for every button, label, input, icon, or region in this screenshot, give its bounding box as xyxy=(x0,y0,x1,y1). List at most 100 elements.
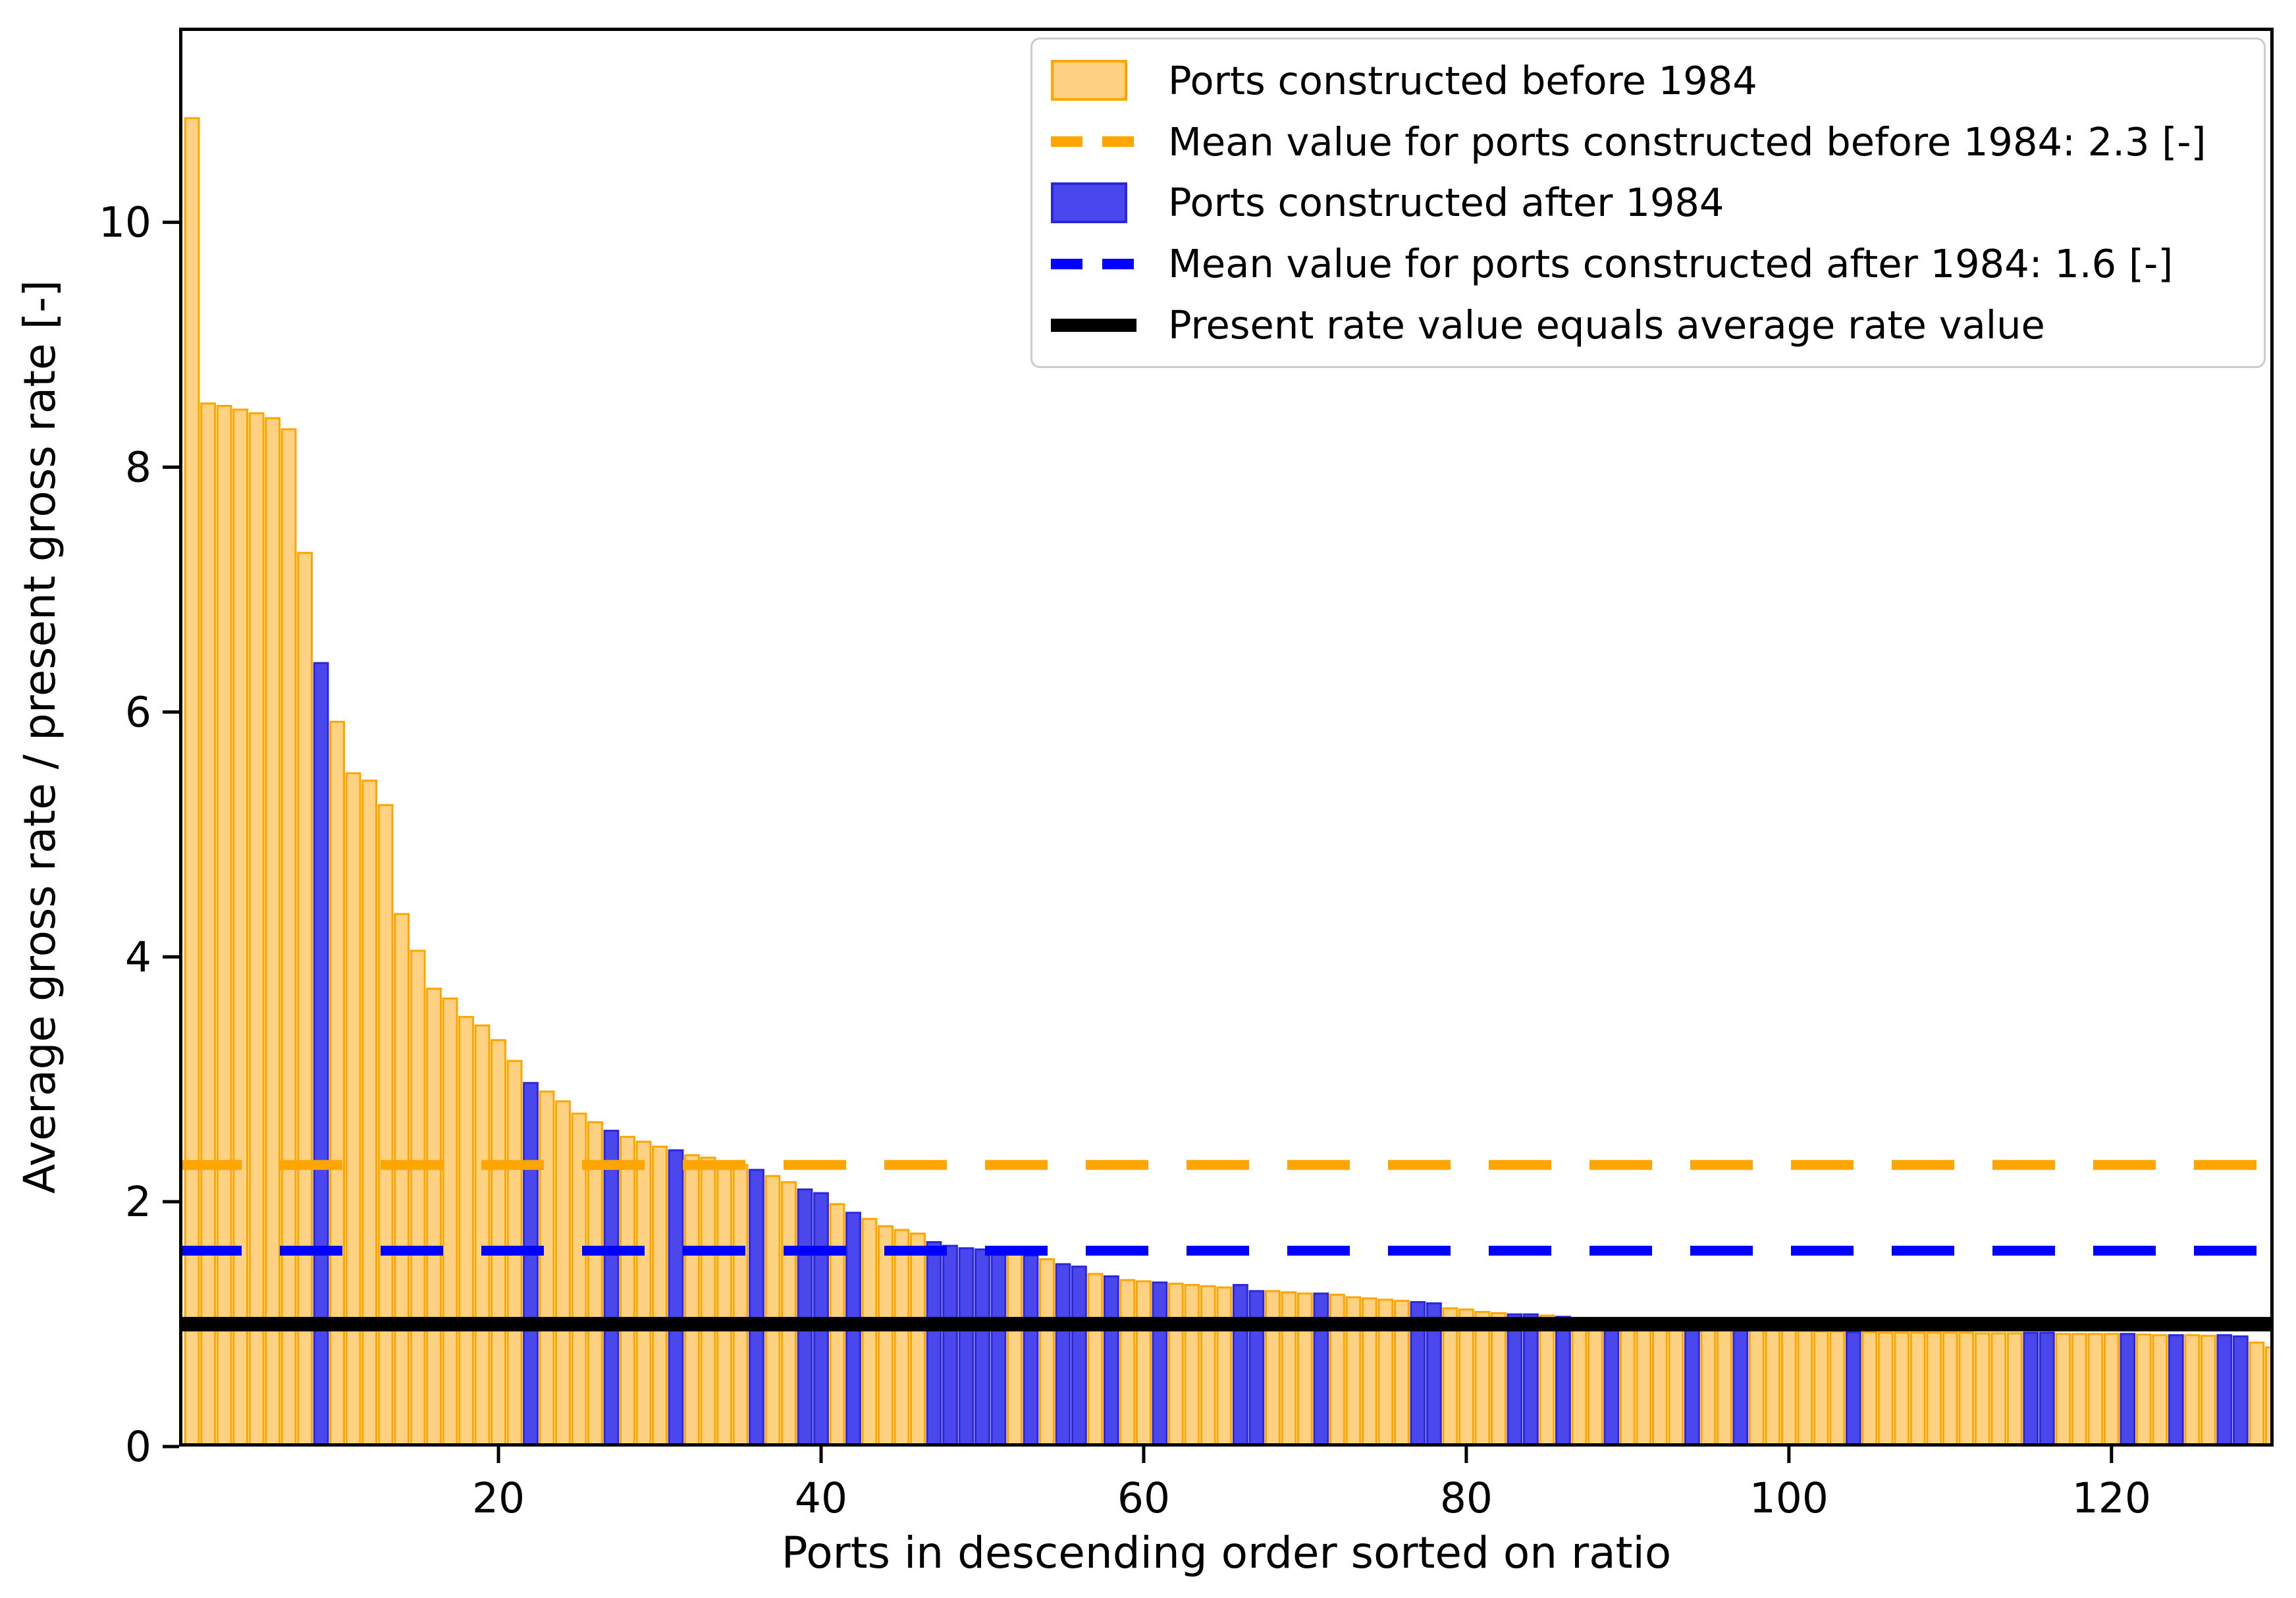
bar-before-1984 xyxy=(1281,1291,1297,1447)
bar-before-1984 xyxy=(248,412,265,1447)
bar-after-1984 xyxy=(1523,1313,1539,1447)
bar-before-1984 xyxy=(184,117,200,1447)
bar-after-1984 xyxy=(523,1082,539,1447)
bar-before-1984 xyxy=(377,804,394,1447)
bar-after-1984 xyxy=(1845,1331,1861,1447)
bar-before-1984 xyxy=(2006,1332,2023,1447)
bar-before-1984 xyxy=(361,780,378,1447)
bar-after-1984 xyxy=(1104,1275,1119,1447)
bar-before-1984 xyxy=(1297,1292,1313,1447)
bar-before-1984 xyxy=(652,1146,668,1447)
bar-before-1984 xyxy=(2103,1333,2120,1447)
bar-after-1984 xyxy=(2168,1334,2184,1447)
bar-before-1984 xyxy=(1136,1280,1152,1447)
blue-patch-icon xyxy=(1051,182,1127,223)
bar-before-1984 xyxy=(1007,1252,1023,1447)
bar-before-1984 xyxy=(2200,1335,2216,1447)
y-tick-label: 6 xyxy=(125,688,151,736)
bar-before-1984 xyxy=(635,1140,652,1447)
bar-before-1984 xyxy=(700,1156,716,1447)
legend-label: Mean value for ports constructed before … xyxy=(1168,119,2206,165)
bar-before-1984 xyxy=(781,1181,797,1447)
bar-after-1984 xyxy=(1684,1326,1700,1447)
bar-before-1984 xyxy=(1184,1284,1200,1447)
bar-after-1984 xyxy=(1313,1292,1329,1447)
bar-after-1984 xyxy=(2039,1331,2055,1447)
bar-after-1984 xyxy=(2216,1334,2233,1447)
bar-after-1984 xyxy=(1248,1290,1265,1447)
bar-before-1984 xyxy=(200,402,217,1447)
legend: Ports constructed before 1984 Mean value… xyxy=(1030,38,2266,368)
bar-before-1984 xyxy=(1588,1318,1603,1447)
bar-before-1984 xyxy=(1942,1331,1958,1447)
blue-dashed-line-icon xyxy=(1051,258,1136,269)
bar-before-1984 xyxy=(1119,1279,1136,1447)
legend-label: Mean value for ports constructed after 1… xyxy=(1168,241,2174,287)
bar-before-1984 xyxy=(1458,1308,1474,1447)
bar-before-1984 xyxy=(1620,1323,1636,1447)
bar-before-1984 xyxy=(1265,1290,1281,1447)
legend-item-mean-after: Mean value for ports constructed after 1… xyxy=(1051,234,2257,294)
bar-after-1984 xyxy=(990,1250,1007,1447)
bar-after-1984 xyxy=(1055,1263,1071,1447)
bar-before-1984 xyxy=(571,1112,587,1447)
legend-label: Present rate value equals average rate v… xyxy=(1168,302,2045,348)
bar-before-1984 xyxy=(1926,1331,1942,1447)
bar-before-1984 xyxy=(2184,1334,2201,1447)
legend-label: Ports constructed after 1984 xyxy=(1168,180,1724,226)
y-tick-label: 4 xyxy=(125,933,151,981)
bar-before-1984 xyxy=(1668,1325,1684,1447)
x-tick-label: 60 xyxy=(1117,1474,1170,1522)
bar-before-1984 xyxy=(555,1100,571,1447)
orange-patch-icon xyxy=(1051,60,1127,101)
bar-before-1984 xyxy=(1894,1331,1910,1447)
bar-before-1984 xyxy=(539,1090,555,1447)
bar-before-1984 xyxy=(2087,1333,2104,1447)
bar-before-1984 xyxy=(1168,1283,1184,1447)
bar-after-1984 xyxy=(942,1244,958,1447)
bar-before-1984 xyxy=(1829,1330,1846,1447)
x-tick-label: 120 xyxy=(2072,1474,2151,1522)
bar-before-1984 xyxy=(1861,1331,1878,1447)
orange-dashed-line-icon xyxy=(1051,136,1136,147)
bar-before-1984 xyxy=(216,405,232,1447)
bar-before-1984 xyxy=(2071,1333,2087,1447)
bar-after-1984 xyxy=(1233,1284,1248,1447)
bar-before-1984 xyxy=(1748,1328,1765,1447)
bar-before-1984 xyxy=(280,428,297,1447)
bar-before-1984 xyxy=(426,988,442,1447)
bar-before-1984 xyxy=(1571,1317,1588,1447)
bar-before-1984 xyxy=(764,1175,781,1447)
bar-after-1984 xyxy=(1426,1302,1442,1447)
bar-after-1984 xyxy=(1152,1281,1168,1447)
bar-after-1984 xyxy=(1071,1265,1087,1447)
bar-after-1984 xyxy=(958,1247,974,1447)
y-tick-label: 2 xyxy=(125,1178,151,1226)
bar-before-1984 xyxy=(716,1160,732,1447)
legend-item-mean-before: Mean value for ports constructed before … xyxy=(1051,112,2257,171)
bar-before-1984 xyxy=(1539,1314,1555,1447)
bar-before-1984 xyxy=(1716,1327,1732,1447)
bar-before-1984 xyxy=(1362,1297,1377,1447)
x-tick-label: 80 xyxy=(1440,1474,1493,1522)
bar-before-1984 xyxy=(1780,1329,1797,1447)
bar-before-1984 xyxy=(1442,1307,1458,1447)
bar-after-1984 xyxy=(926,1241,942,1447)
bar-before-1984 xyxy=(394,913,410,1447)
bar-before-1984 xyxy=(458,1015,474,1447)
legend-item-before-1984: Ports constructed before 1984 xyxy=(1051,51,2257,110)
bar-before-1984 xyxy=(1909,1331,1926,1447)
bar-before-1984 xyxy=(1474,1311,1491,1447)
bar-before-1984 xyxy=(1700,1327,1717,1447)
bar-after-1984 xyxy=(2120,1333,2136,1447)
bar-before-1984 xyxy=(1216,1286,1233,1447)
legend-item-parity: Present rate value equals average rate v… xyxy=(1051,296,2257,355)
legend-item-after-1984: Ports constructed after 1984 xyxy=(1051,173,2257,232)
bar-after-1984 xyxy=(1555,1316,1571,1447)
bar-before-1984 xyxy=(587,1121,603,1447)
bar-before-1984 xyxy=(2055,1333,2071,1447)
bar-before-1984 xyxy=(1765,1329,1781,1447)
bar-before-1984 xyxy=(1990,1332,2007,1447)
bar-before-1984 xyxy=(2152,1334,2168,1447)
